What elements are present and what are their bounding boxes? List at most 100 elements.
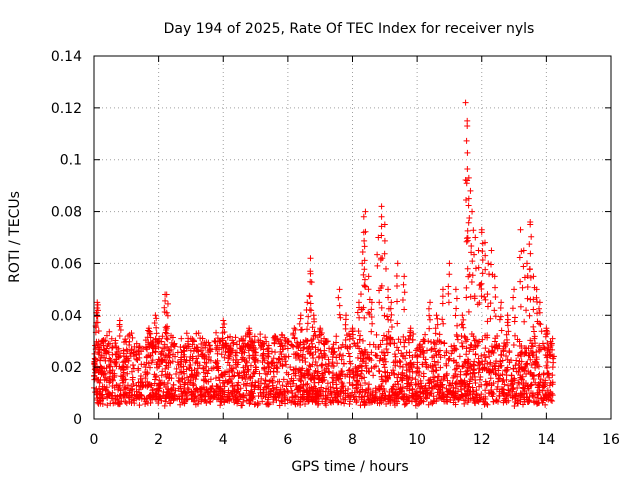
data-point <box>437 364 444 371</box>
data-point <box>462 99 469 106</box>
data-point <box>463 180 470 187</box>
data-point <box>183 357 190 364</box>
data-point <box>479 248 486 255</box>
data-point <box>354 309 361 316</box>
data-point <box>426 312 433 319</box>
data-point <box>406 332 413 339</box>
data-point <box>149 387 156 394</box>
data-point <box>398 377 405 384</box>
data-point <box>235 390 242 397</box>
data-point <box>529 390 536 397</box>
data-point <box>235 398 242 405</box>
data-point <box>330 349 337 356</box>
data-point <box>247 362 254 369</box>
data-point <box>194 365 201 372</box>
data-point <box>107 363 114 370</box>
data-point <box>357 382 364 389</box>
data-point <box>329 379 336 386</box>
data-point <box>419 361 426 368</box>
data-point <box>460 362 467 369</box>
data-point <box>165 390 172 397</box>
data-point <box>338 344 345 351</box>
data-point <box>505 386 512 393</box>
data-point <box>542 333 549 340</box>
data-point <box>433 367 440 374</box>
data-point <box>134 348 141 355</box>
data-point <box>99 391 106 398</box>
data-point <box>259 351 266 358</box>
data-point <box>475 359 482 366</box>
data-point <box>368 328 375 335</box>
data-point <box>219 373 226 380</box>
data-point <box>128 386 135 393</box>
data-point <box>307 300 314 307</box>
data-point <box>521 390 528 397</box>
data-point <box>229 373 236 380</box>
data-point <box>295 352 302 359</box>
data-point <box>299 357 306 364</box>
data-point <box>530 296 537 303</box>
data-point <box>451 345 458 352</box>
data-point <box>333 354 340 361</box>
data-point <box>440 320 447 327</box>
data-point <box>530 273 537 280</box>
data-point <box>163 309 170 316</box>
data-point <box>220 317 227 324</box>
data-point <box>306 343 313 350</box>
data-point <box>463 197 470 204</box>
data-point <box>344 345 351 352</box>
data-point <box>385 286 392 293</box>
data-point <box>177 401 184 408</box>
data-point <box>481 293 488 300</box>
data-point <box>534 310 541 317</box>
data-point <box>138 379 145 386</box>
data-point <box>342 387 349 394</box>
data-point <box>549 398 556 405</box>
data-point <box>465 202 472 209</box>
data-point <box>462 359 469 366</box>
data-point <box>353 384 360 391</box>
data-point <box>112 399 119 406</box>
data-point <box>173 370 180 377</box>
data-point <box>299 351 306 358</box>
data-point <box>162 395 169 402</box>
data-point <box>466 271 473 278</box>
data-point <box>531 399 538 406</box>
data-point <box>387 400 394 407</box>
data-point <box>482 354 489 361</box>
data-point <box>369 320 376 327</box>
data-point <box>529 373 536 380</box>
data-point <box>532 379 539 386</box>
data-point <box>359 248 366 255</box>
data-point <box>265 342 272 349</box>
data-point <box>195 330 202 337</box>
data-point <box>504 356 511 363</box>
data-point <box>416 342 423 349</box>
data-point <box>495 342 502 349</box>
data-point <box>362 208 369 215</box>
data-point <box>164 389 171 396</box>
data-point <box>157 380 164 387</box>
data-point <box>296 320 303 327</box>
data-point <box>107 400 114 407</box>
data-point <box>200 392 207 399</box>
data-point <box>493 386 500 393</box>
data-point <box>97 354 104 361</box>
data-point <box>376 299 383 306</box>
data-point <box>120 347 127 354</box>
data-point <box>115 401 122 408</box>
data-point <box>471 293 478 300</box>
data-point <box>280 376 287 383</box>
data-point <box>478 391 485 398</box>
data-point <box>531 335 538 342</box>
data-point <box>434 315 441 322</box>
data-point <box>454 373 461 380</box>
data-point <box>495 375 502 382</box>
data-point <box>395 381 402 388</box>
data-point <box>112 337 119 344</box>
data-point <box>478 352 485 359</box>
data-point <box>530 328 537 335</box>
data-point <box>535 384 542 391</box>
data-point <box>475 398 482 405</box>
data-point <box>301 395 308 402</box>
